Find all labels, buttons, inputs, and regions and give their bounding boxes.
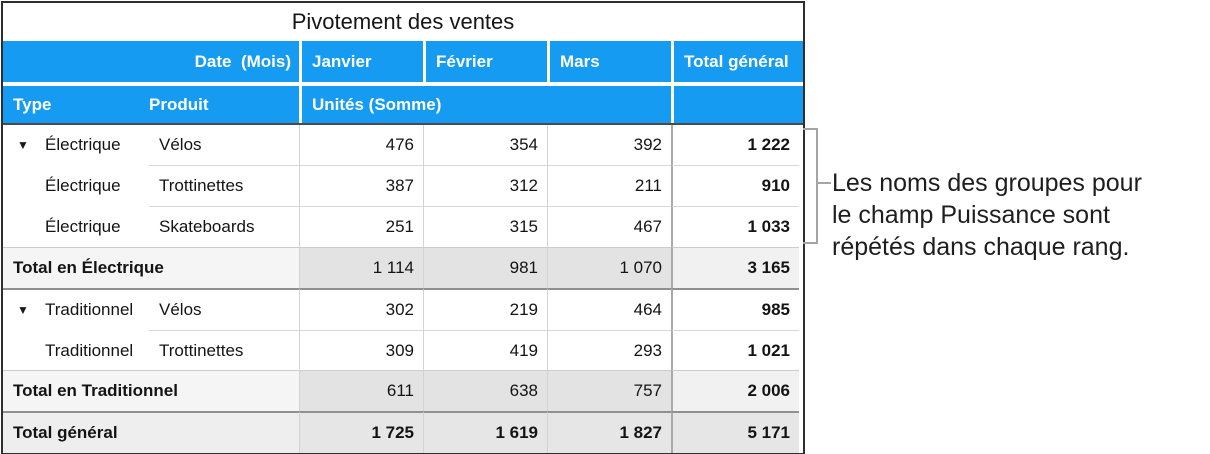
table-row: ▼ Traditionnel Vélos 302 219 464 985 — [3, 288, 803, 330]
value-cell[interactable]: 211 — [547, 165, 671, 206]
grand-total-row: Total général 1 725 1 619 1 827 5 171 — [3, 411, 803, 453]
column-header-row: Date (Mois) Janvier Février Mars Total g… — [3, 41, 803, 82]
value-cell[interactable]: 419 — [423, 330, 547, 370]
row-total-cell[interactable]: 985 — [671, 288, 799, 330]
type-cell[interactable]: Électrique — [3, 165, 149, 206]
type-produit-header-cell[interactable]: Type Produit — [3, 86, 299, 123]
table-title[interactable]: Pivotement des ventes — [291, 9, 515, 34]
type-label: Électrique — [45, 135, 121, 154]
value-cell[interactable]: 387 — [299, 165, 423, 206]
type-cell[interactable]: Électrique — [3, 206, 149, 247]
type-header[interactable]: Type — [13, 94, 52, 114]
value-cell[interactable]: 312 — [423, 165, 547, 206]
value-cell[interactable]: 309 — [299, 330, 423, 370]
annotation-line: répétés dans chaque rang. — [832, 233, 1130, 261]
table-row: Traditionnel Trottinettes 309 419 293 1 021 — [3, 330, 803, 370]
col-header-fevrier[interactable]: Février — [423, 41, 547, 82]
value-cell[interactable]: 638 — [423, 370, 547, 411]
pivot-table: Pivotement des ventes Date (Mois) Janvie… — [1, 1, 805, 454]
total-label-cell[interactable]: Total général — [3, 411, 299, 453]
value-cell[interactable]: 302 — [299, 288, 423, 330]
row-total-cell[interactable]: 5 171 — [671, 411, 799, 453]
header-gap — [3, 82, 803, 86]
produit-cell[interactable]: Vélos — [159, 135, 202, 154]
value-cell[interactable]: 1 070 — [547, 247, 671, 288]
type-label: Électrique — [45, 217, 121, 236]
table-title-row: Pivotement des ventes — [3, 3, 803, 41]
col-header-total-general[interactable]: Total général — [671, 41, 799, 82]
type-cell[interactable]: ▼ Électrique — [3, 125, 149, 165]
table-row: ▼ Électrique Vélos 476 354 392 1 222 — [3, 125, 803, 165]
row-total-cell[interactable]: 3 165 — [671, 247, 799, 288]
total-label-cell[interactable]: Total en Traditionnel — [3, 370, 299, 411]
value-cell[interactable]: 354 — [423, 125, 547, 165]
table-body: ▼ Électrique Vélos 476 354 392 1 222 Électrique… — [3, 125, 803, 453]
annotation-line: Les noms des groupes pour — [832, 169, 1142, 197]
produit-cell[interactable]: Trottinettes — [149, 330, 299, 370]
row-total-cell[interactable]: 1 222 — [671, 125, 799, 165]
date-mois-header[interactable]: Date (Mois) — [194, 51, 291, 71]
value-cell[interactable]: 293 — [547, 330, 671, 370]
value-cell[interactable]: 467 — [547, 206, 671, 247]
produit-cell[interactable]: Skateboards — [149, 206, 299, 247]
produit-cell[interactable]: Trottinettes — [149, 165, 299, 206]
disclosure-triangle-icon[interactable]: ▼ — [17, 303, 29, 317]
col-header-janvier[interactable]: Janvier — [299, 41, 423, 82]
value-cell[interactable]: 392 — [547, 125, 671, 165]
row-total-cell[interactable]: 1 021 — [671, 330, 799, 370]
row-total-cell[interactable]: 910 — [671, 165, 799, 206]
value-cell[interactable]: 476 — [299, 125, 423, 165]
table-row: Électrique Trottinettes 387 312 211 910 — [3, 165, 803, 206]
table-row: Électrique Skateboards 251 315 467 1 033 — [3, 206, 803, 247]
produit-cell[interactable]: Vélos — [149, 288, 299, 330]
subtotal-row: Total en Traditionnel 611 638 757 2 006 — [3, 370, 803, 411]
type-cell[interactable]: ▼ Traditionnel — [3, 288, 149, 330]
value-cell[interactable]: 1 114 — [299, 247, 423, 288]
callout-bracket — [803, 128, 831, 244]
value-cell[interactable]: 757 — [547, 370, 671, 411]
type-label: Traditionnel — [45, 340, 134, 360]
value-cell[interactable]: 315 — [423, 206, 547, 247]
subtotal-row: Total en Électrique 1 114 981 1 070 3 165 — [3, 247, 803, 288]
type-cell[interactable]: Traditionnel — [3, 330, 149, 370]
type-label: Traditionnel — [45, 300, 134, 319]
value-cell[interactable]: 611 — [299, 370, 423, 411]
value-cell[interactable]: 1 725 — [299, 411, 423, 453]
value-cell[interactable]: 981 — [423, 247, 547, 288]
value-cell[interactable]: 1 827 — [547, 411, 671, 453]
type-label: Électrique — [45, 176, 121, 195]
unites-somme-header[interactable]: Unités (Somme) — [299, 86, 671, 123]
annotation-line: le champ Puissance sont — [832, 201, 1110, 229]
row-total-cell[interactable]: 1 033 — [671, 206, 799, 247]
disclosure-triangle-icon[interactable]: ▼ — [17, 138, 29, 152]
value-cell[interactable]: 464 — [547, 288, 671, 330]
row-total-cell[interactable]: 2 006 — [671, 370, 799, 411]
total-label-cell[interactable]: Total en Électrique — [3, 247, 299, 288]
value-cell[interactable]: 219 — [423, 288, 547, 330]
produit-header[interactable]: Produit — [149, 94, 209, 114]
empty-header-cell[interactable] — [671, 86, 799, 123]
col-header-mars[interactable]: Mars — [547, 41, 671, 82]
annotation-text: Les noms des groupes pour le champ Puiss… — [832, 167, 1142, 263]
field-header-row: Type Produit Unités (Somme) — [3, 86, 803, 125]
value-cell[interactable]: 251 — [299, 206, 423, 247]
value-cell[interactable]: 1 619 — [423, 411, 547, 453]
